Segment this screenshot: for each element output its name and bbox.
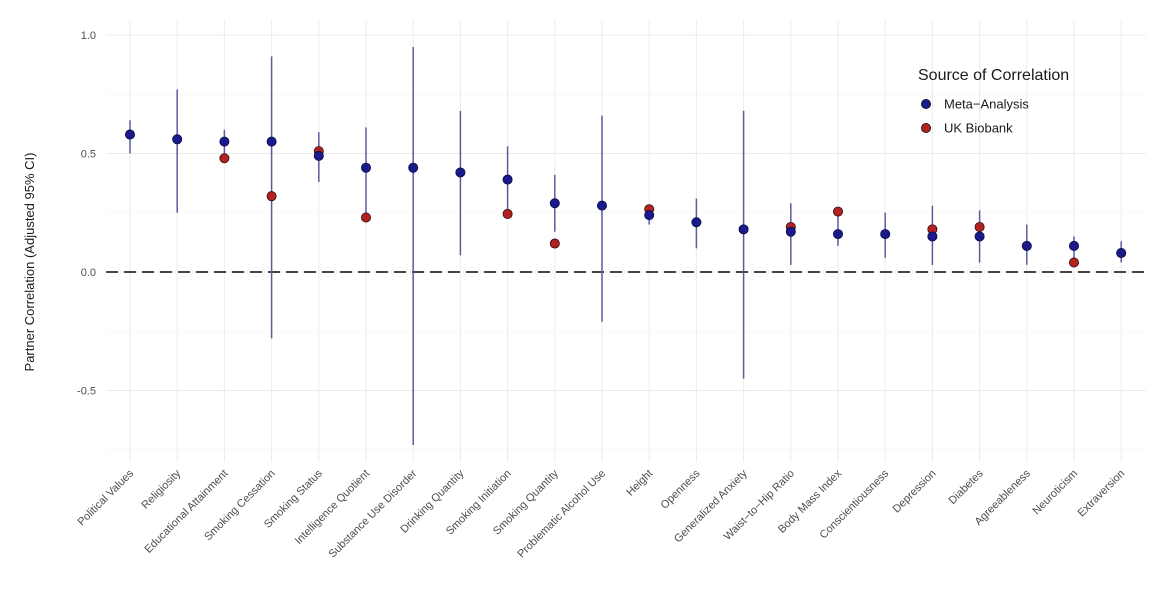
meta-point [313,150,324,161]
meta-point [1069,240,1080,251]
x-tick-label: Problematic Alcohol Use [515,468,608,561]
meta-point [597,200,608,211]
x-tick-label: Openness [659,467,703,511]
x-tick-label: Political Values [75,467,136,528]
meta-point [644,210,655,221]
meta-point [785,226,796,237]
meta-point [408,162,419,173]
x-tick-label: Neuroticism [1031,468,1081,518]
grid [106,20,1146,462]
y-tick-label: -0.5 [77,386,96,398]
confidence-intervals [129,46,1122,446]
ukb-point [1069,257,1080,268]
ukb-point [549,238,560,249]
meta-point [691,217,702,228]
meta-point [502,174,513,185]
x-tick-label: Extraversion [1076,468,1128,520]
meta-point [880,229,891,240]
y-tick-label: 1.0 [81,30,96,42]
ukb-point [219,153,230,164]
legend-label: Meta−Analysis [944,97,1029,112]
meta-point [1116,248,1127,259]
meta-point [219,136,230,147]
meta-point [125,129,136,140]
meta-point [360,162,371,173]
meta-point [833,229,844,240]
legend-swatch [921,99,932,110]
legend-entries: Meta−Analysis UK Biobank [921,97,1029,136]
meta-point [455,167,466,178]
y-tick-label: 0.5 [81,149,96,161]
y-tick-label: 0.0 [81,267,96,279]
legend: Source of Correlation Meta−Analysis UK Bi… [918,67,1069,136]
x-tick-label: Height [624,468,655,499]
ukb-point [974,221,985,232]
legend-title: Source of Correlation [918,67,1069,84]
legend-label: UK Biobank [944,121,1013,136]
meta-point [1021,240,1032,251]
ukb-point [360,212,371,223]
x-tick-label: Depression [891,468,939,516]
data-points [125,129,1127,268]
meta-point [266,136,277,147]
meta-point [974,231,985,242]
legend-swatch [921,123,932,134]
ukb-point [266,191,277,202]
y-axis-title: Partner Correlation (Adjusted 95% CI) [22,153,37,372]
x-tick-label: Substance Use Disorder [327,467,420,560]
meta-point [927,231,938,242]
meta-point [172,134,183,145]
x-tick-label: Diabetes [947,467,987,507]
ukb-point [502,208,513,219]
meta-point [549,198,560,209]
y-axis-ticks: 1.0 0.5 0.0 -0.5 [77,30,96,398]
meta-point [738,224,749,235]
x-tick-label: Religiosity [139,467,183,511]
ukb-point [833,206,844,217]
x-tick-label: Educational Attainment [142,468,230,556]
